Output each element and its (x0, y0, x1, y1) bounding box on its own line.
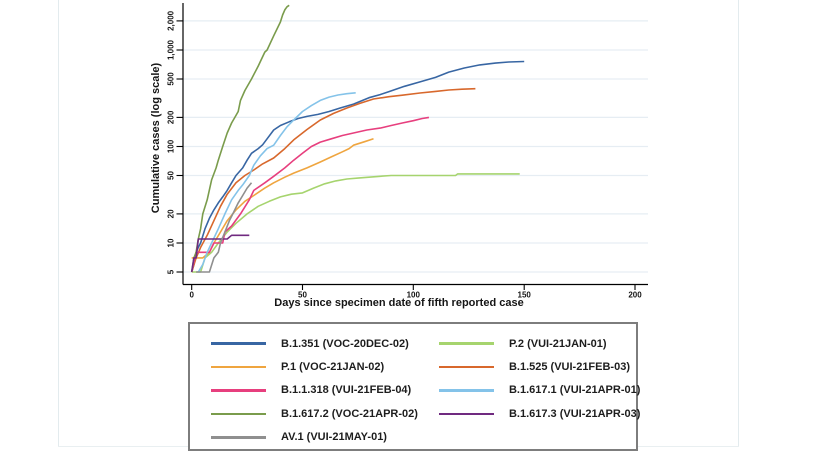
page-left-edge (58, 0, 59, 447)
series-line-b-1-525 (190, 87, 476, 273)
legend-item-p-2: P.2 (VUI-21JAN-01) (418, 332, 640, 355)
y-tick-label: 2,000 (167, 10, 176, 31)
legend-item-b-1-525: B.1.525 (VUI-21FEB-03) (418, 355, 640, 378)
legend-label: P.1 (VOC-21JAN-02) (281, 361, 385, 374)
legend-item-b-1-351: B.1.351 (VOC-20DEC-02) (190, 332, 418, 355)
legend-item-b-1-617-3: B.1.617.3 (VUI-21APR-03) (418, 402, 640, 425)
x-axis-title: Days since specimen date of fifth report… (274, 297, 524, 309)
y-tick-label: 100 (167, 139, 176, 153)
legend-swatch-b-1-1-318 (211, 389, 266, 392)
series-line-b-1-617-1 (197, 92, 356, 273)
legend-label: B.1.617.3 (VUI-21APR-03) (508, 407, 641, 420)
x-tick-label: 100 (407, 291, 421, 300)
legend-label: AV.1 (VUI-21MAY-01) (281, 431, 387, 444)
legend-swatch-b-1-617-3 (438, 412, 494, 416)
x-tick-label: 200 (628, 291, 642, 300)
legend-swatch-p-2 (438, 342, 494, 345)
chart-legend: B.1.351 (VOC-20DEC-02) P.2 (VUI-21JAN-01)… (188, 322, 640, 451)
series-line-b-1-617-2 (190, 4, 290, 273)
legend-swatch-b-1-617-2 (211, 412, 266, 416)
legend-swatch-b-1-351 (211, 342, 266, 345)
y-tick-label: 10 (167, 238, 176, 247)
y-tick-label: 200 (167, 110, 176, 124)
series-line-p-2 (191, 173, 520, 273)
legend-item-av-1: AV.1 (VUI-21MAY-01) (190, 426, 418, 449)
x-tick-label: 0 (189, 291, 194, 300)
legend-label: B.1.1.318 (VUI-21FEB-04) (281, 384, 412, 397)
variant-cumulative-cases-chart: 5 10 20 50 100 200 500 1,000 2,000 0 50 100 150 200 (167, 3, 648, 300)
legend-item-b-1-617-1: B.1.617.1 (VUI-21APR-01) (418, 379, 640, 402)
legend-label: P.2 (VUI-21JAN-01) (508, 337, 607, 350)
y-tick-label: 1,000 (167, 39, 176, 60)
y-tick-label: 5 (167, 269, 176, 274)
series-line-b-1-351 (190, 60, 525, 273)
legend-label: B.1.525 (VUI-21FEB-03) (508, 361, 630, 374)
y-tick-label: 50 (167, 171, 176, 180)
y-axis-title: Cumulative cases (log scale) (150, 62, 162, 214)
legend-swatch-b-1-617-1 (438, 389, 494, 392)
legend-swatch-p-1 (211, 365, 266, 369)
series-line-av-1 (196, 182, 253, 273)
x-tick-label: 50 (298, 291, 307, 300)
y-tick-label: 500 (167, 72, 176, 86)
legend-item-b-1-1-318: B.1.1.318 (VUI-21FEB-04) (190, 379, 418, 402)
legend-label: B.1.617.1 (VUI-21APR-01) (508, 384, 641, 397)
legend-label: B.1.351 (VOC-20DEC-02) (281, 337, 409, 350)
legend-swatch-av-1 (211, 436, 266, 439)
series-line-b-1-617-3 (190, 234, 250, 273)
page-right-edge (738, 0, 739, 447)
legend-swatch-b-1-525 (438, 365, 494, 369)
x-tick-label: 150 (518, 291, 532, 300)
y-tick-label: 20 (167, 209, 176, 218)
legend-item-b-1-617-2: B.1.617.2 (VOC-21APR-02) (190, 402, 418, 425)
legend-item-p-1: P.1 (VOC-21JAN-02) (190, 355, 418, 378)
legend-label: B.1.617.2 (VOC-21APR-02) (281, 407, 418, 420)
